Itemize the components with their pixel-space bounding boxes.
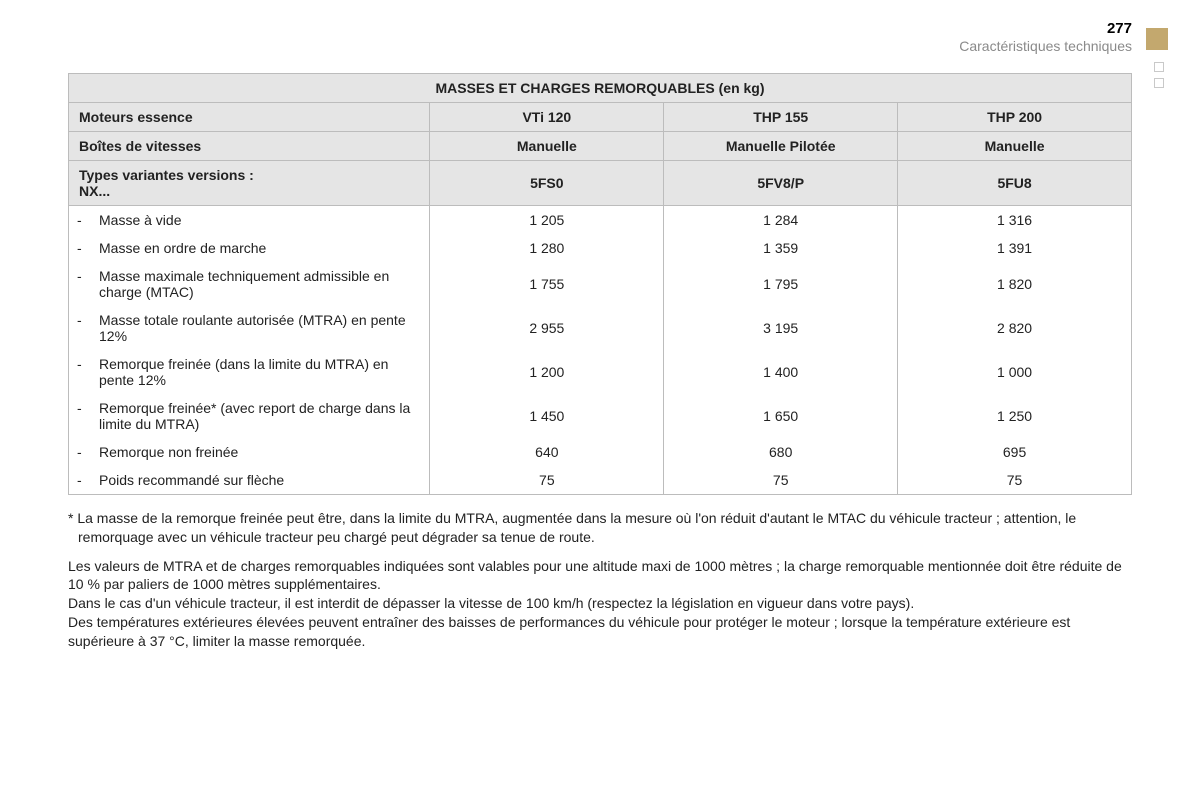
header-row-value: 5FV8/P [664,160,898,205]
row-label: -Remorque non freinée [69,438,430,466]
row-label-text: Remorque freinée* (avec report de charge… [99,400,421,432]
page-number: 277 [68,20,1132,38]
row-label: -Masse maximale techniquement admissible… [69,262,430,306]
row-label: -Masse totale roulante autorisée (MTRA) … [69,306,430,350]
row-value: 75 [898,466,1132,495]
row-value: 1 316 [898,205,1132,234]
row-label-text: Masse à vide [99,212,421,228]
table-row: -Masse en ordre de marche1 2801 3591 391 [69,234,1132,262]
bullet-dash: - [77,400,99,416]
table-row: -Remorque non freinée640680695 [69,438,1132,466]
corner-accent-block [1146,28,1168,50]
row-value: 2 955 [430,306,664,350]
row-label-text: Masse en ordre de marche [99,240,421,256]
table-header-row: Types variantes versions :NX...5FS05FV8/… [69,160,1132,205]
table-header-row: Boîtes de vitessesManuelleManuelle Pilot… [69,131,1132,160]
header-row-value: Manuelle Pilotée [664,131,898,160]
page-header: 277 Caractéristiques techniques [68,20,1132,55]
row-value: 3 195 [664,306,898,350]
header-row-label: Types variantes versions :NX... [69,160,430,205]
row-value: 1 820 [898,262,1132,306]
header-row-label: Moteurs essence [69,102,430,131]
bullet-dash: - [77,356,99,372]
header-row-value: 5FU8 [898,160,1132,205]
table-row: -Remorque freinée (dans la limite du MTR… [69,350,1132,394]
header-row-value: THP 155 [664,102,898,131]
bullet-dash: - [77,472,99,488]
row-label-text: Masse totale roulante autorisée (MTRA) e… [99,312,421,344]
row-value: 1 250 [898,394,1132,438]
row-value: 1 795 [664,262,898,306]
row-value: 1 200 [430,350,664,394]
row-value: 640 [430,438,664,466]
document-page: 277 Caractéristiques techniques MASSES E… [0,0,1200,800]
header-row-value: Manuelle [898,131,1132,160]
footnote-star: * La masse de la remorque freinée peut ê… [68,509,1132,547]
table-row: -Masse maximale techniquement admissible… [69,262,1132,306]
bullet-dash: - [77,312,99,328]
bullet-dash: - [77,240,99,256]
row-value: 1 650 [664,394,898,438]
row-label: -Remorque freinée* (avec report de charg… [69,394,430,438]
bullet-dash: - [77,444,99,460]
row-label: -Remorque freinée (dans la limite du MTR… [69,350,430,394]
masses-table: MASSES ET CHARGES REMORQUABLES (en kg) M… [68,73,1132,495]
table-row: -Masse totale roulante autorisée (MTRA) … [69,306,1132,350]
footnotes: * La masse de la remorque freinée peut ê… [68,509,1132,651]
header-row-value: VTi 120 [430,102,664,131]
row-value: 695 [898,438,1132,466]
row-label-text: Poids recommandé sur flèche [99,472,421,488]
row-value: 1 400 [664,350,898,394]
table-row: -Poids recommandé sur flèche757575 [69,466,1132,495]
row-value: 1 280 [430,234,664,262]
row-label: -Masse à vide [69,205,430,234]
table-title: MASSES ET CHARGES REMORQUABLES (en kg) [69,73,1132,102]
table-row: -Masse à vide1 2051 2841 316 [69,205,1132,234]
header-row-value: Manuelle [430,131,664,160]
table-header-row: Moteurs essenceVTi 120THP 155THP 200 [69,102,1132,131]
row-value: 75 [664,466,898,495]
row-value: 1 359 [664,234,898,262]
row-label: -Masse en ordre de marche [69,234,430,262]
row-value: 1 755 [430,262,664,306]
margin-marker-squares [1154,62,1164,94]
section-title: Caractéristiques techniques [68,38,1132,55]
row-value: 75 [430,466,664,495]
bullet-dash: - [77,268,99,284]
row-value: 1 391 [898,234,1132,262]
table-row: -Remorque freinée* (avec report de charg… [69,394,1132,438]
header-row-label: Boîtes de vitesses [69,131,430,160]
footnote-paragraph: Les valeurs de MTRA et de charges remorq… [68,557,1132,651]
row-label-text: Remorque non freinée [99,444,421,460]
row-value: 2 820 [898,306,1132,350]
row-label: -Poids recommandé sur flèche [69,466,430,495]
row-value: 680 [664,438,898,466]
row-value: 1 284 [664,205,898,234]
header-row-value: 5FS0 [430,160,664,205]
row-value: 1 000 [898,350,1132,394]
row-value: 1 450 [430,394,664,438]
bullet-dash: - [77,212,99,228]
row-label-text: Masse maximale techniquement admissible … [99,268,421,300]
row-label-text: Remorque freinée (dans la limite du MTRA… [99,356,421,388]
header-row-value: THP 200 [898,102,1132,131]
row-value: 1 205 [430,205,664,234]
